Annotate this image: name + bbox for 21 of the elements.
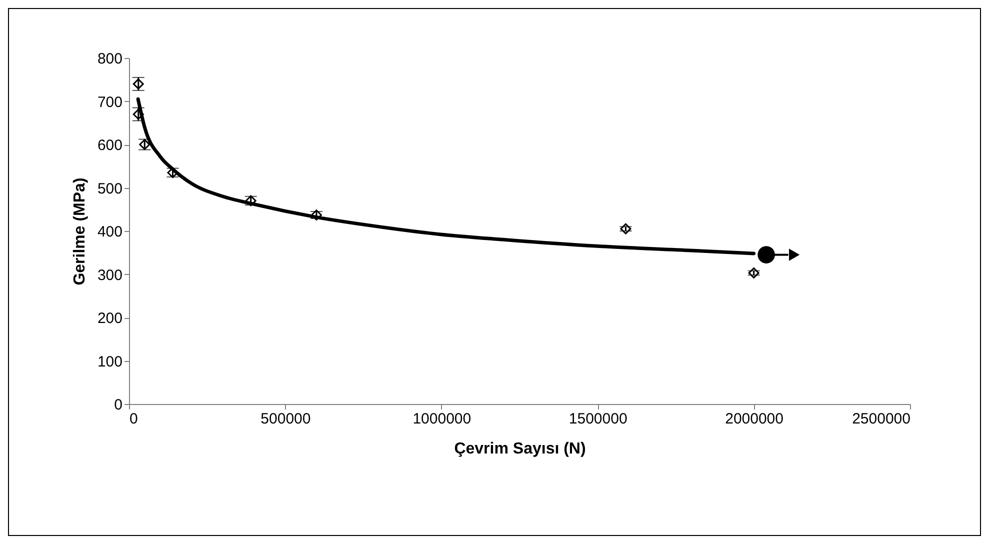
- point: [620, 223, 632, 234]
- x-tick-label: 0: [130, 410, 138, 428]
- y-tick-label: 400: [97, 224, 122, 240]
- x-axis-title: Çevrim Sayısı (N): [454, 440, 586, 458]
- x-tick-label: 2500000: [852, 410, 910, 428]
- x-tick-label: 1500000: [568, 410, 628, 428]
- y-tick-label: 700: [97, 94, 122, 111]
- y-axis-title: Gerilme (MPa): [71, 178, 88, 286]
- y-tick-label: 200: [97, 310, 122, 327]
- y-tick-label: 500: [97, 180, 122, 198]
- y-tick-label: 800: [97, 50, 122, 68]
- y-tick-label: 300: [97, 266, 122, 284]
- y-tick-label: 600: [97, 137, 122, 154]
- y-tick-label: 100: [97, 353, 122, 370]
- point: [758, 246, 775, 264]
- x-tick-label: 1000000: [412, 410, 472, 428]
- x-tick-label: 500000: [260, 410, 311, 428]
- x-tick-label: 2000000: [725, 410, 784, 428]
- y-tick-label: 0: [114, 396, 122, 414]
- point: [748, 267, 760, 278]
- line-series: [136, 97, 756, 256]
